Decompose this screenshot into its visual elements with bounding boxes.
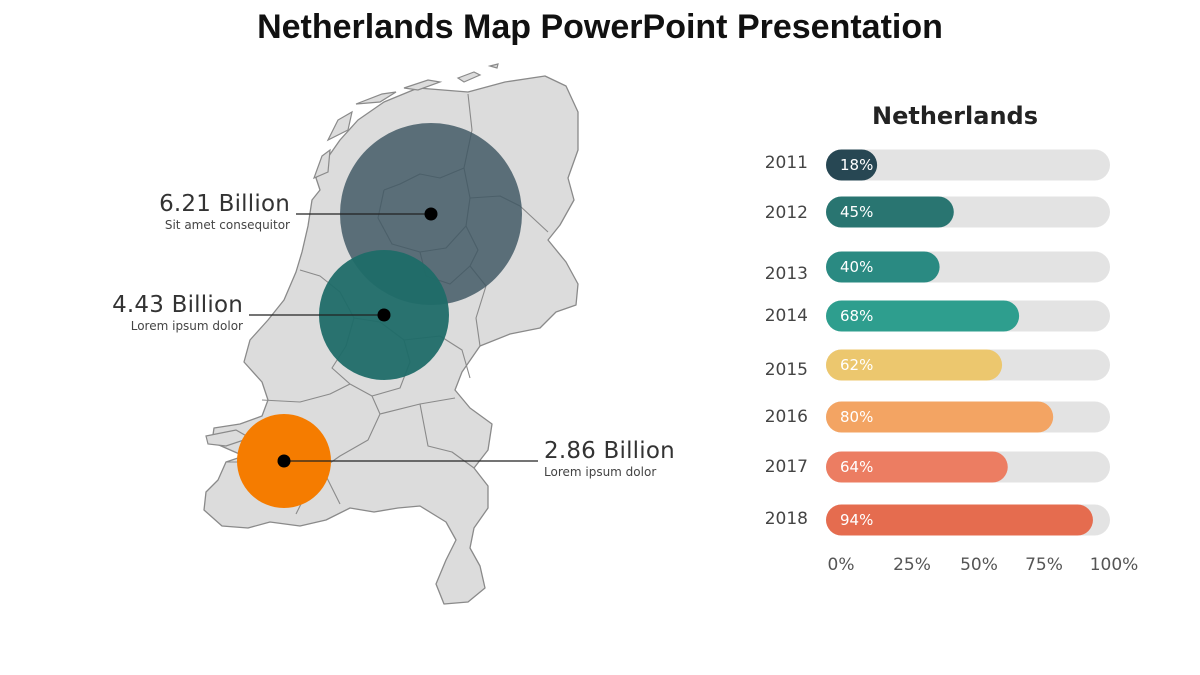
map-island-zeeland — [205, 429, 252, 447]
bubble-center-dot — [277, 454, 291, 468]
bar-2017 — [826, 451, 1008, 483]
bar-value-label: 80% — [840, 408, 873, 426]
bar-value-label: 64% — [840, 458, 873, 476]
bar-2013 — [826, 251, 940, 283]
x-tick-label: 25% — [893, 555, 931, 575]
callout-2-86-billion: 2.86 Billion Lorem ipsum dolor — [544, 438, 675, 479]
bar-2011 — [826, 149, 878, 181]
category-label: 2014 — [765, 306, 808, 326]
bubble-center-dot — [377, 308, 391, 322]
bar-value-label: 45% — [840, 203, 873, 221]
callout-6-21-billion: 6.21 Billion Sit amet consequitor — [159, 191, 290, 232]
bar-value-label: 40% — [840, 258, 873, 276]
bar-2012 — [826, 196, 954, 228]
category-label: 2015 — [765, 360, 808, 380]
category-label: 2011 — [765, 153, 808, 173]
bar-value-label: 68% — [840, 307, 873, 325]
category-label: 2016 — [765, 407, 808, 427]
callout-caption: Sit amet consequitor — [164, 218, 290, 232]
bubble-center-dot — [424, 207, 438, 221]
bar-2016 — [826, 401, 1054, 433]
chart-title: Netherlands — [871, 102, 1038, 130]
page-title: Netherlands Map PowerPoint Presentation — [257, 8, 943, 46]
map-island-1 — [312, 148, 331, 180]
x-tick-label: 50% — [960, 555, 998, 575]
callout-value: 2.86 Billion — [544, 438, 675, 464]
bar-value-label: 18% — [840, 156, 873, 174]
category-label: 2012 — [765, 203, 808, 223]
category-label: 2013 — [765, 264, 808, 284]
category-label: 2017 — [765, 457, 808, 477]
callout-caption: Lorem ipsum dolor — [130, 319, 243, 333]
map-island-2 — [326, 110, 353, 142]
callout-caption: Lorem ipsum dolor — [544, 465, 657, 479]
bar-2018 — [826, 504, 1093, 536]
callout-value: 4.43 Billion — [112, 292, 243, 318]
category-label: 2018 — [765, 509, 808, 529]
bar-2014 — [826, 300, 1020, 332]
callout-value: 6.21 Billion — [159, 191, 290, 217]
bar-value-label: 62% — [840, 356, 873, 374]
x-tick-label: 0% — [828, 555, 855, 575]
map-island-3 — [355, 91, 397, 105]
map-island-6 — [487, 63, 499, 69]
bar-value-label: 94% — [840, 511, 873, 529]
bar-track — [826, 149, 1110, 181]
callout-4-43-billion: 4.43 Billion Lorem ipsum dolor — [112, 292, 243, 333]
x-tick-label: 75% — [1025, 555, 1063, 575]
map-island-5 — [456, 71, 482, 83]
x-tick-label: 100% — [1090, 555, 1139, 575]
bar-2015 — [826, 349, 1003, 381]
map-island-4 — [403, 79, 443, 91]
